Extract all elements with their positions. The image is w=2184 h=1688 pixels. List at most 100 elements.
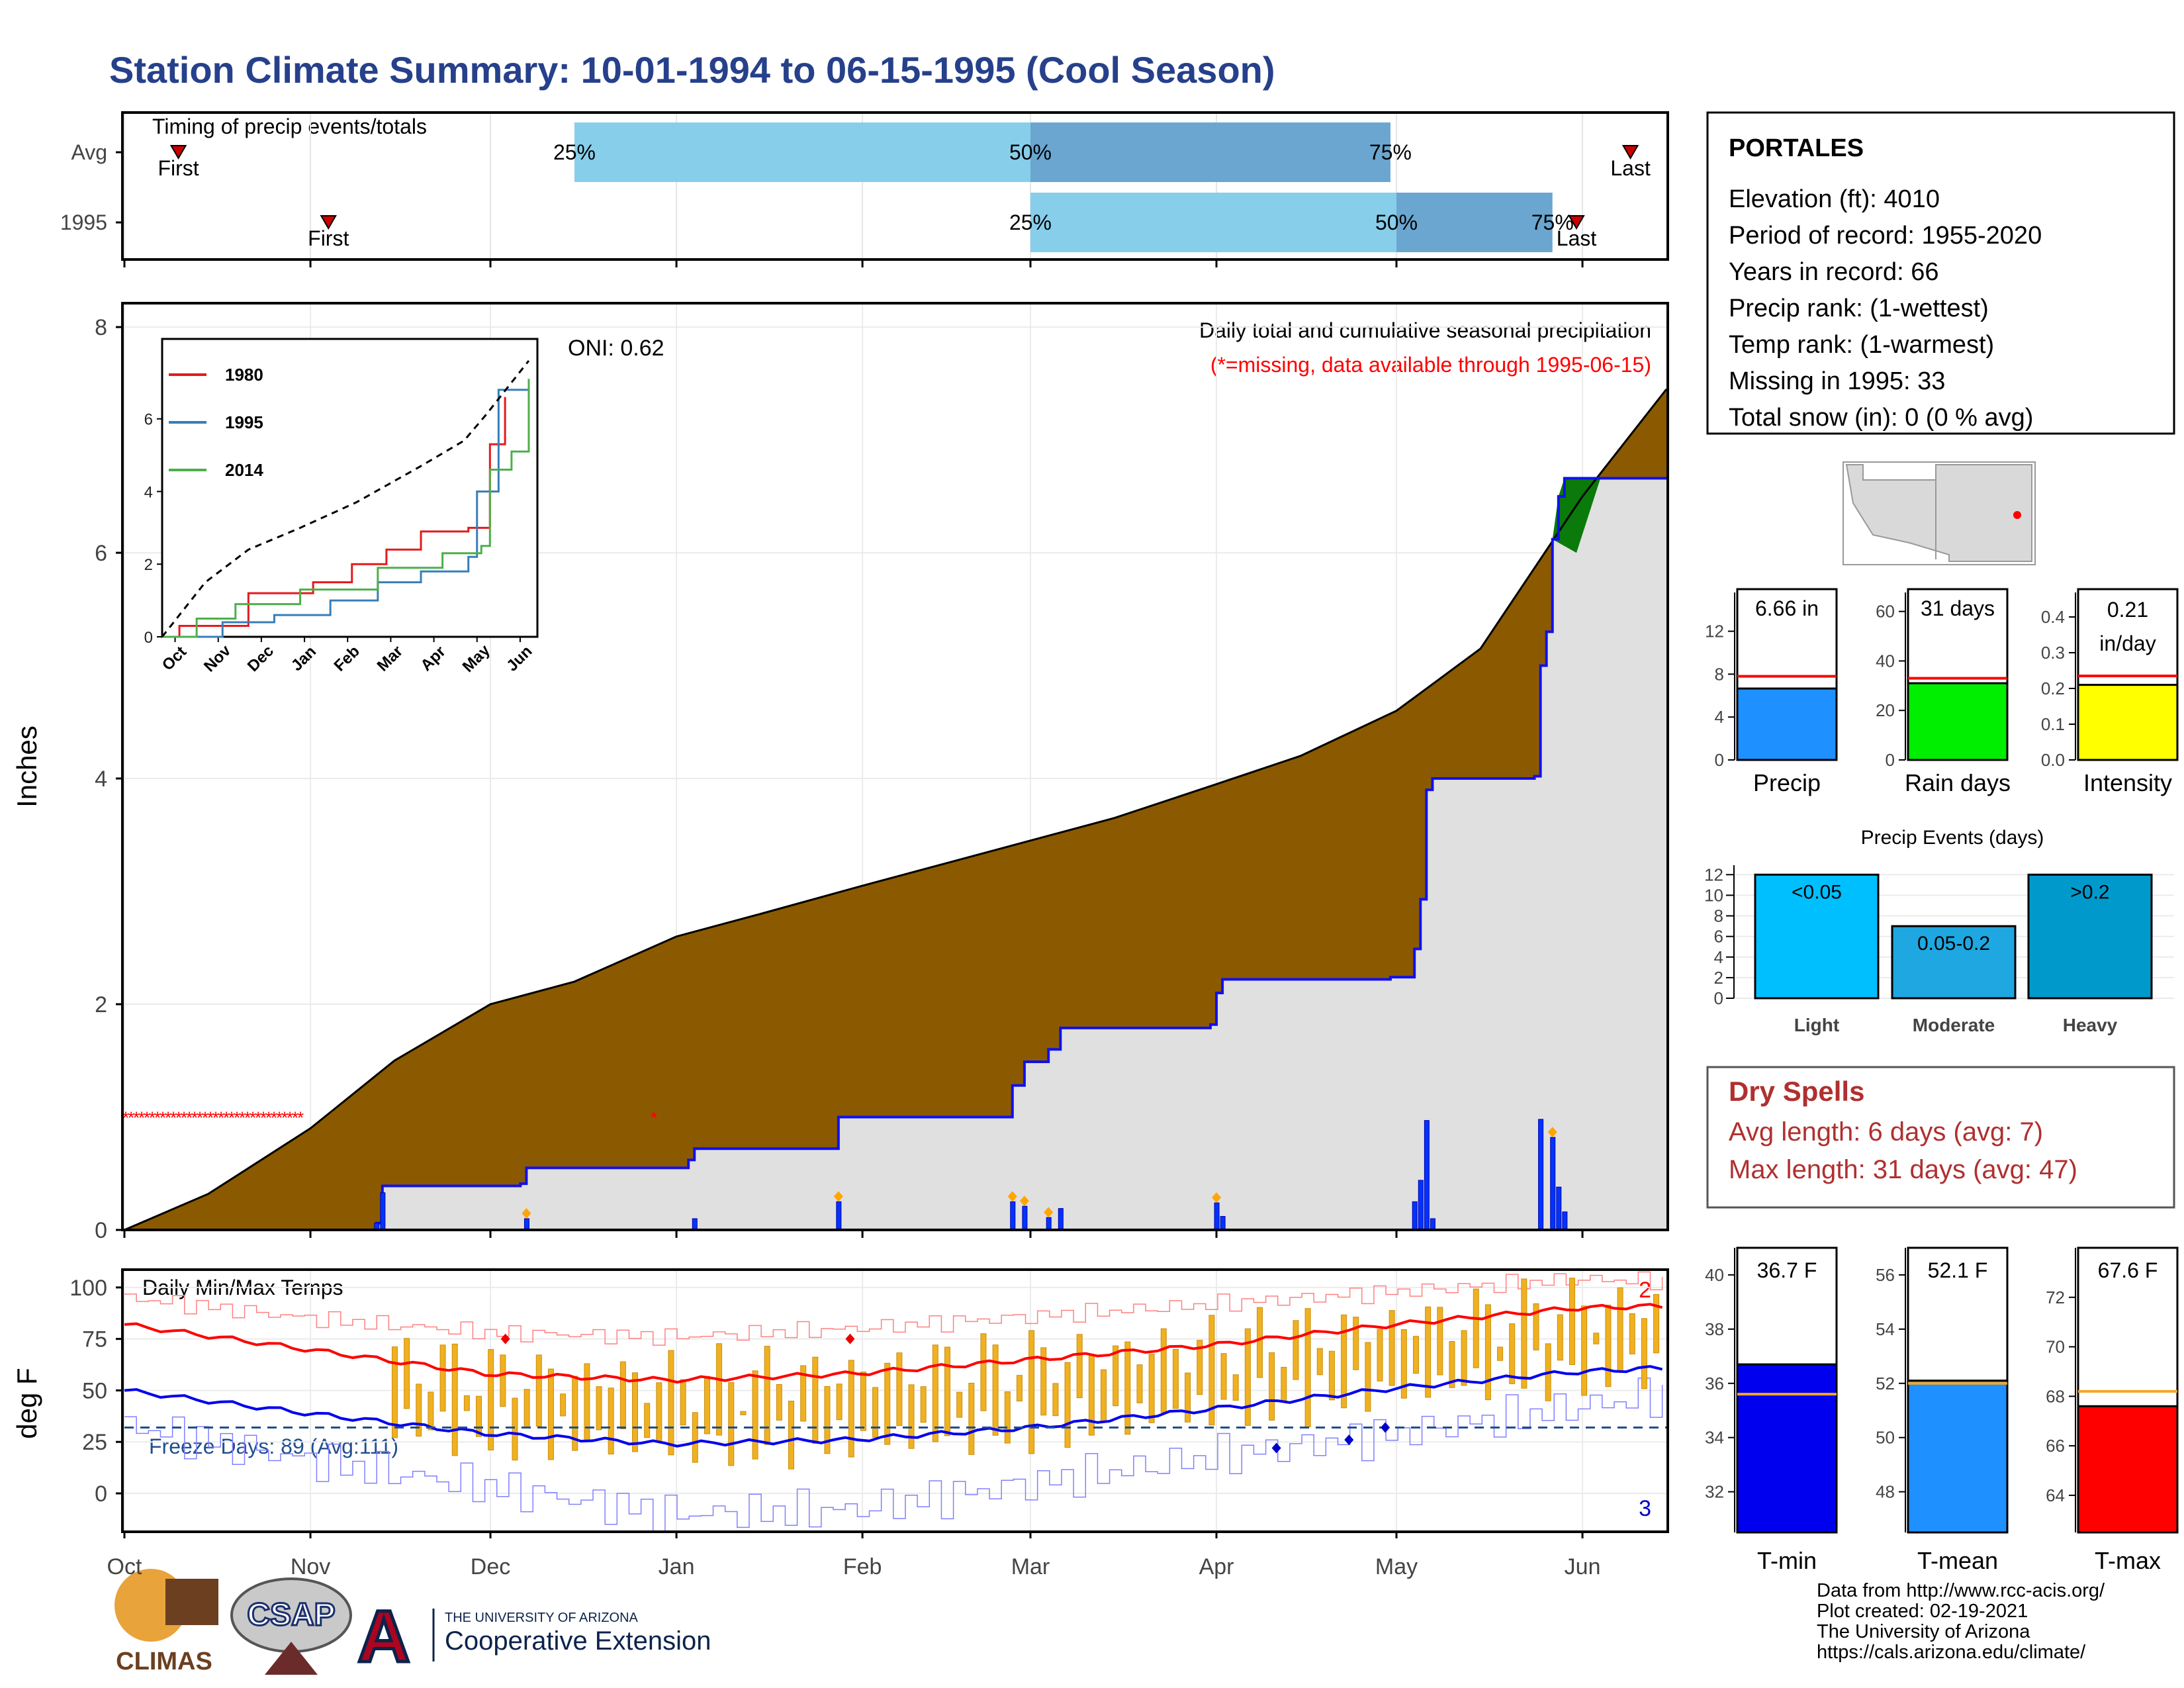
temp-bar-y-tick-label: 72 — [2046, 1288, 2065, 1307]
timing-row-label: 1995 — [60, 211, 107, 234]
daily-temp-range-bar — [752, 1370, 758, 1460]
cumulative-1995-area — [124, 478, 1666, 1230]
temp-bar-y-tick-label: 36 — [1705, 1374, 1724, 1393]
heavy-event-marker — [522, 1207, 531, 1219]
daily-temp-range-bar — [1232, 1374, 1239, 1401]
ua-logo: A THE UNIVERSITY OF ARIZONA Cooperative … — [356, 1595, 711, 1679]
timing-bar-25-50 — [574, 122, 1030, 182]
missing-data-marker: * — [271, 1108, 277, 1128]
daily-temp-range-bar — [788, 1401, 795, 1470]
missing-data-marker: * — [197, 1108, 203, 1128]
temp-bar-y-tick-label: 68 — [2046, 1386, 2065, 1406]
missing-data-marker: * — [265, 1108, 272, 1128]
daily-temp-range-bar — [428, 1391, 434, 1430]
footer: Data from http://www.rcc-acis.org/ Plot … — [114, 1569, 2105, 1679]
last-event-marker — [1621, 145, 1639, 160]
missing-data-marker: * — [133, 1108, 140, 1128]
dry-spells-box: Dry Spells Avg length: 6 days (avg: 7) M… — [1706, 1066, 2175, 1209]
daily-temp-range-bar — [632, 1372, 639, 1452]
normal-min-line — [124, 1365, 1663, 1448]
footer-line: Data from http://www.rcc-acis.org/ — [1817, 1580, 2105, 1601]
daily-temp-range-bar — [992, 1344, 999, 1436]
station-info-box: PORTALES Elevation (ft): 4010 Period of … — [1706, 111, 2175, 435]
footer-line: The University of Arizona — [1817, 1621, 2030, 1642]
precip-title-line2: (*=missing, data available through 1995-… — [1210, 353, 1651, 377]
daily-temp-range-bar — [884, 1362, 891, 1445]
temp-bar-y-tick-label: 64 — [2046, 1485, 2065, 1505]
events-y-tick-label: 2 — [1714, 968, 1723, 988]
summary-bar-label: Rain days — [1905, 769, 2011, 796]
summary-y-tick-label: 60 — [1876, 602, 1895, 622]
x-axis-month-label: Dec — [471, 1554, 510, 1579]
first-event-marker — [169, 145, 187, 160]
daily-temp-range-bar — [1533, 1303, 1539, 1350]
precip-panel-border — [121, 302, 1669, 1231]
temp-bar-label: T-max — [2095, 1547, 2161, 1574]
timing-bar-50-75 — [1396, 193, 1553, 252]
daily-temp-range-bar — [1497, 1346, 1504, 1361]
csap-logo: CSAP — [230, 1577, 352, 1675]
station-location-marker — [2013, 511, 2021, 519]
precip-y-tick-label: 0 — [95, 1218, 107, 1243]
missing-data-marker: * — [287, 1108, 293, 1128]
summary-y-tick-label: 0 — [1715, 750, 1724, 770]
missing-data-marker: * — [170, 1108, 177, 1128]
summary-value-label: 31 days — [1921, 596, 1995, 620]
temp-bar-value-label: 36.7 F — [1757, 1258, 1817, 1282]
daily-temp-range-bar — [1353, 1317, 1359, 1370]
cumulative-1995-line — [124, 477, 1666, 1231]
heavy-event-marker — [1044, 1207, 1054, 1218]
daily-temp-range-bar — [1040, 1347, 1047, 1416]
inset-legend-label: 2014 — [225, 460, 263, 480]
daily-temp-range-bar — [547, 1368, 554, 1460]
daily-temp-range-bar — [692, 1412, 698, 1463]
daily-precip-bar — [692, 1218, 698, 1231]
daily-temp-range-bar — [619, 1361, 626, 1430]
daily-temp-range-bar — [1124, 1341, 1131, 1435]
normal-max-line — [124, 1303, 1663, 1384]
ua-logo-large-text: Cooperative Extension — [445, 1626, 711, 1656]
daily-temp-range-bar — [776, 1383, 782, 1421]
events-y-tick-label: 4 — [1714, 947, 1723, 967]
station-line: Elevation (ft): 4010 — [1729, 185, 1940, 213]
daily-temp-range-bar — [463, 1395, 470, 1411]
inset-y-tick-label: 0 — [144, 629, 153, 647]
summary-y-tick-label: 20 — [1876, 700, 1895, 720]
record-low-marker — [1381, 1422, 1390, 1433]
daily-temp-range-bar — [1484, 1304, 1491, 1401]
summary-y-tick-label: 0.4 — [2041, 607, 2065, 627]
temp-bar-y-tick-label: 54 — [1876, 1319, 1895, 1339]
summary-y-tick-label: 4 — [1715, 707, 1724, 727]
daily-temp-range-bar — [1341, 1314, 1347, 1409]
timing-p75-label: 75% — [1369, 140, 1412, 164]
daily-precip-bar — [1424, 1120, 1430, 1231]
temp-panel: Daily Min/Max Temps Freeze Days: 89 (Avg… — [11, 1268, 1669, 1538]
missing-data-marker: * — [244, 1108, 251, 1128]
daily-temp-range-bar — [1521, 1278, 1527, 1389]
daily-temp-range-bar — [1557, 1314, 1563, 1361]
temp-bar-y-tick-label: 48 — [1876, 1482, 1895, 1502]
daily-precip-bar — [1022, 1205, 1028, 1231]
temp-y-tick-label: 0 — [95, 1481, 107, 1507]
x-axis-month-label: Feb — [843, 1554, 882, 1579]
daily-temp-range-bar — [451, 1343, 458, 1456]
summary-bar-label: Intensity — [2083, 769, 2172, 796]
daily-temp-range-bar — [908, 1384, 915, 1449]
ua-logo-mark: A — [357, 1596, 410, 1677]
missing-data-marker: * — [292, 1108, 298, 1128]
daily-temp-range-bar — [1293, 1320, 1299, 1380]
station-name: PORTALES — [1729, 134, 1864, 162]
events-y-tick-label: 12 — [1704, 865, 1723, 884]
missing-data-marker: * — [223, 1108, 230, 1128]
temp-bar-y-tick-label: 34 — [1705, 1428, 1724, 1448]
precip-event-category-label: Light — [1794, 1015, 1839, 1035]
heavy-event-marker — [1212, 1192, 1222, 1203]
daily-temp-range-bar — [860, 1372, 866, 1431]
missing-data-marker: * — [186, 1108, 193, 1128]
daily-temp-range-bar — [1304, 1308, 1311, 1427]
map-states — [1845, 464, 2032, 562]
daily-temp-range-bar — [404, 1338, 410, 1409]
station-line: Period of record: 1955-2020 — [1729, 222, 2042, 250]
daily-temp-range-bar — [1641, 1318, 1647, 1389]
